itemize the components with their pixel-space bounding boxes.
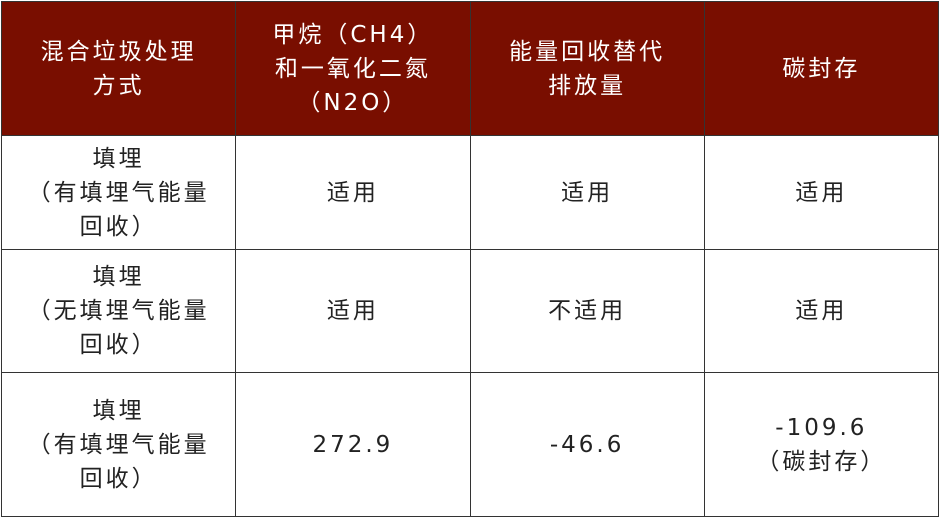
cell-text: -109.6	[775, 414, 868, 441]
header-carbon-storage: 碳封存	[703, 1, 940, 136]
header-method: 混合垃圾处理 方式	[0, 1, 237, 136]
cell-energy: 不适用	[469, 249, 705, 373]
header-text: 排放量	[548, 72, 627, 99]
cell-carbon: 适用	[703, 249, 940, 373]
cell-text: （无填埋气能量	[27, 298, 210, 324]
cell-text: 适用	[795, 179, 848, 206]
table-row: 填埋 （有填埋气能量 回收） 272.9 -46.6 -109.6 （碳封存）	[0, 372, 940, 517]
cell-text: 适用	[561, 179, 614, 206]
cell-text: 适用	[326, 179, 379, 206]
header-text: （N2O）	[297, 89, 409, 116]
cell-text: 回收）	[79, 332, 158, 358]
cell-text: 回收）	[79, 465, 158, 492]
cell-energy: 适用	[469, 135, 705, 250]
header-text: 方式	[92, 72, 145, 99]
header-text: 混合垃圾处理	[40, 38, 197, 65]
cell-carbon: 适用	[703, 135, 940, 250]
cell-text: -46.6	[549, 431, 625, 458]
cell-text: 填埋	[92, 145, 145, 172]
table-row: 填埋 （有填埋气能量 回收） 适用 适用 适用	[0, 135, 940, 250]
cell-ch4-n2o: 适用	[235, 249, 471, 373]
header-text: 碳封存	[782, 55, 861, 82]
cell-text: 272.9	[312, 431, 394, 458]
header-text: 和一氧化二氮	[274, 55, 431, 82]
header-ch4-n2o: 甲烷（CH4） 和一氧化二氮 （N2O）	[235, 1, 471, 136]
cell-text: （碳封存）	[756, 448, 887, 475]
cell-method: 填埋 （无填埋气能量 回收）	[0, 249, 237, 373]
cell-text: 适用	[795, 298, 848, 324]
table-row: 填埋 （无填埋气能量 回收） 适用 不适用 适用	[0, 249, 940, 373]
cell-ch4-n2o: 适用	[235, 135, 471, 250]
cell-text: 填埋	[92, 397, 145, 424]
cell-text: 适用	[326, 298, 379, 324]
cell-energy: -46.6	[469, 372, 705, 517]
cell-method: 填埋 （有填埋气能量 回收）	[0, 135, 237, 250]
header-text: 能量回收替代	[509, 38, 666, 65]
header-text: 甲烷（CH4）	[272, 21, 434, 48]
header-energy-recovery: 能量回收替代 排放量	[469, 1, 705, 136]
header-row: 混合垃圾处理 方式 甲烷（CH4） 和一氧化二氮 （N2O） 能量回收替代 排放…	[0, 1, 940, 136]
cell-text: 填埋	[92, 264, 145, 290]
cell-text: （有填埋气能量	[27, 431, 210, 458]
cell-text: 不适用	[548, 298, 627, 324]
cell-method: 填埋 （有填埋气能量 回收）	[0, 372, 237, 517]
cell-text: 回收）	[79, 213, 158, 240]
cell-text: （有填埋气能量	[27, 179, 210, 206]
cell-carbon: -109.6 （碳封存）	[703, 372, 940, 517]
cell-ch4-n2o: 272.9	[235, 372, 471, 517]
